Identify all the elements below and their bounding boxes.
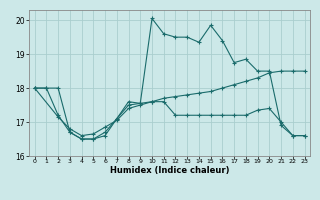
X-axis label: Humidex (Indice chaleur): Humidex (Indice chaleur): [110, 166, 229, 175]
